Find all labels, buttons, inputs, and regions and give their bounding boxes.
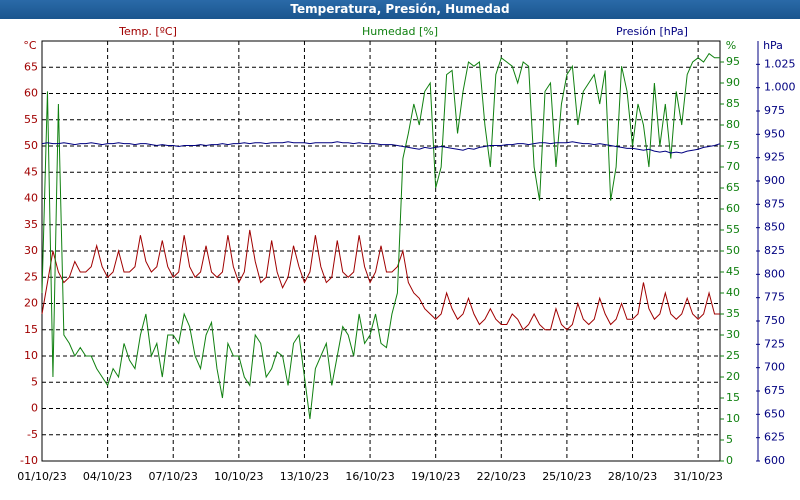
y3-tick-label: 875	[764, 197, 785, 210]
y2-tick-label: 65	[726, 181, 740, 194]
y3-tick-label: 900	[764, 174, 785, 187]
y-tick-label: 0	[31, 402, 38, 415]
y2-tick-label: 45	[726, 265, 740, 278]
y-axis-label: Temp. [ºC]	[118, 25, 177, 38]
y3-tick-label: 975	[764, 104, 785, 117]
x-tick-label: 10/10/23	[214, 470, 263, 483]
y2-axis-label: Humedad [%]	[362, 25, 438, 38]
y-tick-label: 40	[24, 192, 38, 205]
y3-tick-label: 800	[764, 267, 785, 280]
x-tick-label: 28/10/23	[608, 470, 657, 483]
y-tick-label: 15	[24, 323, 38, 336]
y3-axis-label: Presión [hPa]	[616, 25, 688, 38]
y3-tick-label: 600	[764, 454, 785, 467]
series-line	[41, 229, 720, 331]
y2-tick-label: 40	[726, 286, 740, 299]
y-tick-label: 50	[24, 139, 38, 152]
y3-tick-label: 675	[764, 384, 785, 397]
y-tick-label: 30	[24, 244, 38, 257]
x-tick-label: 16/10/23	[345, 470, 394, 483]
y-tick-label: 5	[31, 375, 38, 388]
series-line	[41, 141, 721, 154]
y2-tick-label: 5	[726, 433, 733, 446]
y-tick-label: 65	[24, 60, 38, 73]
x-tick-label: 07/10/23	[149, 470, 198, 483]
y3-tick-label: 1.025	[764, 57, 796, 70]
y2-tick-label: 10	[726, 412, 740, 425]
y3-tick-label: 950	[764, 127, 785, 140]
x-tick-label: 22/10/23	[477, 470, 526, 483]
y2-tick-label: 20	[726, 370, 740, 383]
y3-tick-label: 1.000	[764, 81, 796, 94]
y-tick-label: 10	[24, 349, 38, 362]
y2-tick-label: 95	[726, 55, 740, 68]
y2-tick-label: 85	[726, 97, 740, 110]
y-tick-label: 55	[24, 113, 38, 126]
y3-tick-label: 750	[764, 314, 785, 327]
y2-tick-label: 55	[726, 223, 740, 236]
y2-tick-label: 70	[726, 160, 740, 173]
x-tick-label: 25/10/23	[542, 470, 591, 483]
y2-tick-label: 35	[726, 307, 740, 320]
y2-tick-label: 60	[726, 202, 740, 215]
x-tick-label: 19/10/23	[411, 470, 460, 483]
y-tick-label: -10	[20, 454, 38, 467]
y-unit: °C	[23, 39, 37, 52]
y-tick-label: 25	[24, 270, 38, 283]
y-tick-label: 35	[24, 218, 38, 231]
y3-tick-label: 625	[764, 431, 785, 444]
x-tick-label: 13/10/23	[280, 470, 329, 483]
y2-tick-label: 50	[726, 244, 740, 257]
y-tick-label: 45	[24, 165, 38, 178]
y2-tick-label: 0	[726, 454, 733, 467]
y2-tick-label: 15	[726, 391, 740, 404]
title-bar: Temperatura, Presión, Humedad	[0, 0, 800, 19]
y2-tick-label: 80	[726, 118, 740, 131]
y-tick-label: 20	[24, 297, 38, 310]
y3-tick-label: 725	[764, 337, 785, 350]
y-tick-label: 60	[24, 87, 38, 100]
series-line	[41, 52, 720, 420]
x-tick-label: 01/10/23	[17, 470, 66, 483]
y2-tick-label: 30	[726, 328, 740, 341]
y3-tick-label: 850	[764, 221, 785, 234]
y-tick-label: -5	[27, 428, 38, 441]
y3-tick-label: 650	[764, 407, 785, 420]
y2-unit: %	[726, 39, 736, 52]
x-tick-label: 04/10/23	[83, 470, 132, 483]
y2-tick-label: 90	[726, 76, 740, 89]
y3-tick-label: 925	[764, 151, 785, 164]
y3-tick-label: 700	[764, 361, 785, 374]
y3-tick-label: 775	[764, 291, 785, 304]
y3-tick-label: 825	[764, 244, 785, 257]
x-tick-label: 31/10/23	[673, 470, 722, 483]
y2-tick-label: 75	[726, 139, 740, 152]
y2-tick-label: 25	[726, 349, 740, 362]
y3-unit: hPa	[763, 39, 783, 52]
